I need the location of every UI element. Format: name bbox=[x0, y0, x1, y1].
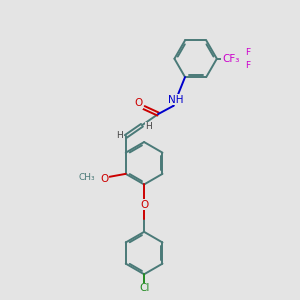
Text: F: F bbox=[245, 48, 250, 57]
Text: O: O bbox=[100, 174, 109, 184]
Text: O: O bbox=[140, 200, 148, 210]
Text: NH: NH bbox=[168, 95, 184, 105]
Text: CH₃: CH₃ bbox=[78, 173, 95, 182]
Text: O: O bbox=[135, 98, 143, 109]
Text: H: H bbox=[116, 131, 123, 140]
Text: CF₃: CF₃ bbox=[222, 54, 239, 64]
Text: H: H bbox=[145, 122, 152, 131]
Text: Cl: Cl bbox=[139, 284, 149, 293]
Text: F: F bbox=[245, 61, 250, 70]
